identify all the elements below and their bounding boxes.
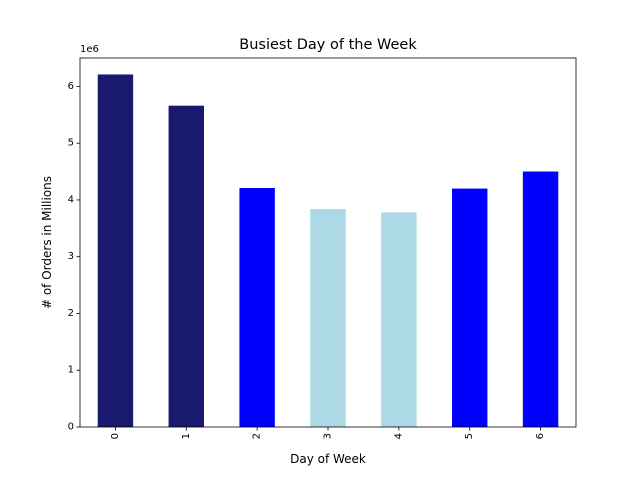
x-tick-label: 1 xyxy=(181,433,192,439)
x-axis-ticks: 0 1 2 3 4 5 6 xyxy=(110,427,546,439)
y-tick-label: 6 xyxy=(68,81,74,92)
bar-day-2 xyxy=(239,188,275,427)
y-axis-offset-label: 1e6 xyxy=(80,44,99,55)
x-tick-label: 5 xyxy=(464,433,475,439)
x-tick-label: 6 xyxy=(535,433,546,439)
bar-day-0 xyxy=(97,74,134,427)
bar-day-6 xyxy=(522,171,559,427)
bar-day-1 xyxy=(168,105,204,427)
bar-day-3 xyxy=(310,209,346,427)
bars-group xyxy=(97,74,559,427)
plot-frame xyxy=(79,57,577,428)
y-tick-label: 4 xyxy=(68,194,74,205)
y-axis-label: # of Orders in Millions xyxy=(40,176,54,309)
x-tick-label: 4 xyxy=(393,433,404,439)
chart-title: Busiest Day of the Week xyxy=(239,37,417,53)
y-tick-label: 1 xyxy=(68,365,74,376)
y-axis-ticks: 0 1 2 3 4 5 6 xyxy=(68,81,80,433)
x-tick-label: 2 xyxy=(252,433,263,439)
x-tick-label: 3 xyxy=(323,433,334,439)
x-axis-label: Day of Week xyxy=(290,452,366,466)
bar-day-5 xyxy=(452,188,488,427)
y-tick-label: 5 xyxy=(68,138,74,149)
y-tick-label: 3 xyxy=(68,251,74,262)
y-tick-label: 0 xyxy=(68,422,74,433)
x-tick-label: 0 xyxy=(110,433,121,439)
bar-day-4 xyxy=(381,212,417,427)
y-tick-label: 2 xyxy=(68,308,74,319)
